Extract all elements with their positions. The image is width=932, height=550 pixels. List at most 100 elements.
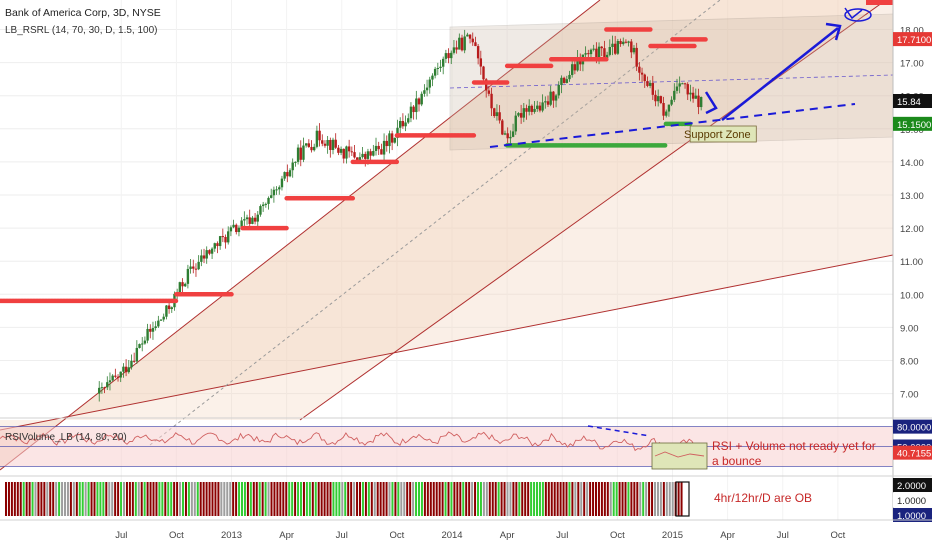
volume-bar	[93, 482, 96, 516]
price-badge	[893, 93, 932, 108]
candle-body	[127, 367, 130, 373]
candle-body	[665, 111, 668, 116]
candle-body	[479, 58, 483, 67]
volume-bar	[633, 482, 636, 516]
volume-bar	[208, 482, 211, 516]
volume-bar	[659, 482, 662, 516]
volume-bar	[282, 482, 285, 516]
candle-body	[476, 46, 480, 59]
candle-body	[334, 139, 337, 148]
candle-body	[675, 86, 679, 91]
rsi-annotation: RSI + Volume not ready yet for a bounce	[712, 439, 876, 468]
candle-body	[358, 157, 362, 162]
candle-body	[439, 66, 442, 68]
candle-body	[154, 326, 157, 329]
candle-body	[648, 82, 652, 86]
volume-bar	[385, 482, 388, 516]
volume-bar	[291, 482, 294, 516]
volume-bar	[450, 482, 453, 516]
volume-bar	[7, 482, 10, 516]
candle-body	[557, 84, 560, 96]
price-tick-label: 8.00	[900, 357, 919, 368]
rsi-badge-label: 80.0000	[897, 423, 931, 434]
volume-bar	[134, 482, 137, 516]
candle-body	[323, 143, 327, 146]
time-tick-label: Oct	[389, 530, 404, 541]
candle-body	[536, 105, 539, 109]
candle-body	[546, 101, 550, 105]
candle-body	[313, 146, 316, 151]
candle-body	[608, 47, 612, 55]
volume-bar	[211, 482, 214, 516]
candle-body	[423, 90, 426, 94]
candle-body	[584, 53, 587, 55]
candle-body	[595, 48, 598, 60]
time-tick-label: Apr	[279, 530, 294, 541]
candle-body	[447, 53, 450, 59]
indicator-label: LB_RSRL (14, 70, 30, D, 1.5, 100)	[5, 25, 158, 36]
volume-bar	[10, 482, 13, 516]
candle-body	[533, 108, 536, 112]
candle-body	[364, 153, 367, 159]
price-badge	[893, 32, 932, 47]
volume-bar	[609, 482, 612, 516]
volume-bar	[500, 482, 503, 516]
volume-bar	[600, 482, 603, 516]
candle-body	[135, 347, 139, 362]
volume-bar	[61, 482, 64, 516]
volume-bar	[651, 482, 654, 516]
volume-bar	[335, 482, 338, 516]
candle-body	[527, 105, 531, 112]
volume-bar	[668, 482, 671, 516]
candle-body	[157, 320, 160, 327]
candle-body	[374, 145, 378, 151]
volume-bar	[482, 482, 485, 516]
candle-body	[683, 83, 687, 85]
candle-body	[493, 108, 496, 117]
volume-bar	[465, 482, 468, 516]
volume-bar	[40, 482, 43, 516]
volume-bar	[615, 482, 618, 516]
volume-bar	[441, 482, 444, 516]
volume-bar	[111, 482, 114, 516]
volume-bar	[509, 482, 512, 516]
candle-body	[396, 127, 399, 138]
volume-bar	[494, 482, 497, 516]
candle-body	[347, 146, 351, 152]
candle-body	[224, 236, 227, 243]
volume-bar	[102, 482, 105, 516]
candle-body	[286, 172, 289, 177]
candle-body	[573, 64, 577, 71]
candle-body	[189, 266, 192, 269]
volume-annotation: 4hr/12hr/D are OB	[714, 491, 812, 505]
candle-body	[270, 195, 273, 198]
candle-body	[261, 204, 265, 207]
candle-body	[162, 316, 165, 320]
candle-body	[441, 58, 445, 67]
candle-body	[216, 243, 219, 247]
candle-body	[181, 282, 184, 287]
candle-body	[275, 189, 278, 191]
candle-body	[466, 34, 469, 37]
candle-body	[132, 360, 136, 362]
candle-body	[253, 217, 257, 222]
volume-bar	[123, 482, 125, 516]
candle-body	[165, 305, 168, 317]
volume-bar	[656, 482, 659, 516]
candle-body	[208, 250, 211, 254]
volume-bar	[391, 482, 394, 516]
volume-bar	[533, 482, 536, 516]
candle-body	[452, 47, 456, 53]
candle-body	[294, 161, 297, 163]
candle-body	[541, 102, 544, 111]
volume-bar	[184, 482, 187, 516]
channel-fill	[0, 0, 893, 470]
volume-bar	[364, 482, 367, 516]
candle-body	[202, 255, 206, 259]
volume-bar	[518, 482, 521, 516]
candle-body	[651, 82, 654, 95]
volume-bar	[58, 482, 61, 516]
volume-bar	[409, 482, 412, 516]
candle-body	[213, 243, 216, 249]
